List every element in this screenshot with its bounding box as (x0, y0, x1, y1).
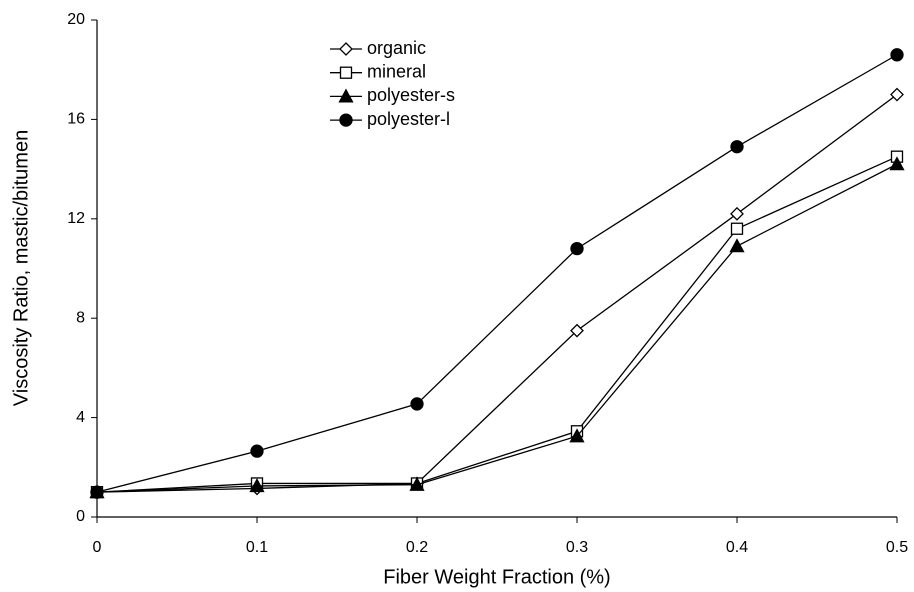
legend-text: mineral (367, 61, 426, 81)
data-point (890, 48, 904, 62)
data-point (250, 444, 264, 458)
legend-marker (339, 113, 353, 127)
data-point (570, 323, 584, 338)
data-point (730, 140, 744, 154)
legend-marker (339, 42, 353, 56)
data-point (729, 238, 745, 253)
y-tick-label: 12 (67, 210, 85, 227)
data-point (890, 87, 904, 102)
y-tick-label: 8 (76, 309, 85, 326)
series-line (96, 94, 898, 493)
data-point (410, 397, 424, 411)
legend-marker (338, 88, 354, 103)
series-line (96, 163, 898, 493)
data-point (249, 478, 265, 493)
data-point (569, 428, 585, 443)
x-tick-label: 0.2 (406, 539, 428, 556)
x-tick-label: 0.3 (566, 539, 588, 556)
series-line (96, 156, 898, 493)
data-point (570, 241, 584, 256)
y-axis-title: Viscosity Ratio, mastic/bitumen (10, 130, 32, 406)
y-tick-label: 4 (76, 409, 85, 426)
data-point (730, 206, 744, 221)
data-point (730, 222, 744, 235)
x-tick-label: 0.5 (886, 539, 908, 556)
legend-marker (339, 66, 353, 79)
y-tick-label: 0 (76, 508, 85, 525)
x-tick-label: 0.1 (246, 539, 268, 556)
x-axis-title: Fiber Weight Fraction (%) (383, 566, 610, 588)
legend-text: organic (367, 38, 426, 58)
data-point (90, 485, 104, 499)
x-tick-label: 0 (93, 539, 102, 556)
data-point (889, 156, 905, 171)
y-tick-label: 16 (67, 111, 85, 128)
series-line (96, 54, 898, 493)
legend-text: polyester-s (367, 85, 455, 105)
legend-text: polyester-l (367, 109, 450, 129)
y-tick-label: 20 (67, 11, 85, 28)
x-tick-label: 0.4 (726, 539, 748, 556)
data-point (409, 476, 425, 491)
